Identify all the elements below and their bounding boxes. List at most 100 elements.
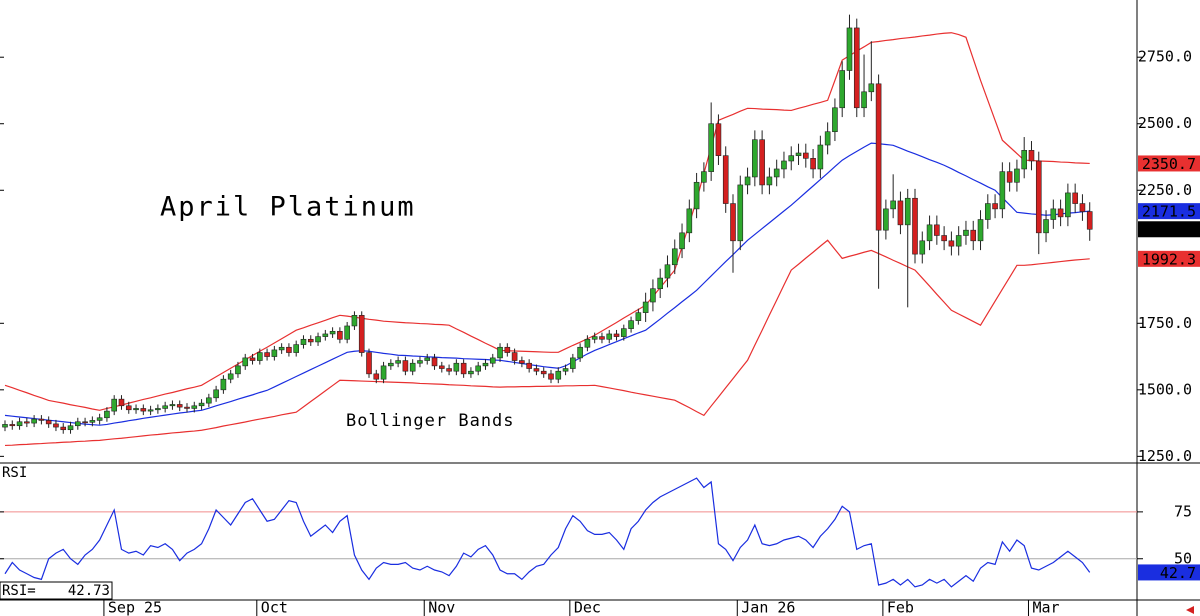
candle-body [373, 373, 380, 380]
y-tick-label: 2500.0 [1138, 114, 1192, 132]
candle-body [999, 171, 1006, 210]
candle-body [766, 176, 773, 186]
candle-body [300, 338, 307, 345]
candle-body [897, 200, 904, 226]
candle-body [344, 325, 350, 340]
candle-body [970, 229, 977, 242]
candle-body [548, 373, 554, 380]
y-tick-label: 1500.0 [1138, 380, 1192, 398]
candle-body [1035, 160, 1042, 234]
candle-body [147, 409, 154, 412]
y-tick-label: 1250.0 [1138, 447, 1192, 465]
candle-body [533, 368, 540, 372]
x-tick-label: Jan 26 [741, 599, 795, 616]
last-value-box [1138, 250, 1200, 267]
candle-body [577, 346, 583, 359]
x-tick-label: Oct [261, 599, 288, 616]
candle-body [424, 357, 431, 361]
candle-body [446, 368, 452, 372]
candle-body [883, 208, 889, 231]
candle-body [781, 160, 787, 170]
candle-body [53, 423, 59, 428]
readout-label: RSI= [2, 583, 36, 599]
candle-body [1079, 203, 1086, 212]
candle-body [730, 203, 736, 242]
candle-body [526, 362, 532, 369]
candle-body [220, 378, 227, 391]
last-value-label: 2350.7 [1142, 155, 1196, 173]
candle-body [395, 360, 401, 364]
candle-body [118, 398, 125, 407]
candle-body [1072, 192, 1078, 204]
bollinger-band [4, 32, 1090, 411]
candle-body [16, 421, 23, 427]
candle-body [417, 360, 423, 364]
candle-body [584, 338, 591, 348]
last-value-label: 2103.4 [1142, 221, 1196, 239]
candle-body [206, 397, 212, 404]
candle-body [89, 420, 96, 423]
candle-body [38, 418, 45, 421]
candle-body [256, 352, 263, 361]
candle-body [1057, 208, 1064, 218]
candle-body [846, 27, 853, 71]
candle-body [948, 240, 955, 247]
candle-body [708, 123, 714, 172]
candle-body [664, 264, 671, 279]
candle-body [817, 144, 824, 170]
last-value-label: 42.7 [1160, 564, 1196, 582]
candle-body [242, 357, 249, 367]
candle-body [635, 312, 642, 321]
candle-body [1086, 211, 1093, 230]
x-tick-label: Nov [428, 599, 455, 616]
candle-body [1021, 150, 1028, 170]
candle-body [1043, 219, 1049, 234]
candle-body [380, 365, 387, 380]
candle-body [293, 344, 300, 353]
candle-body [489, 357, 496, 364]
candle-body [606, 333, 613, 340]
last-value-label: 2171.5 [1142, 203, 1196, 221]
candle-body [511, 352, 518, 361]
candle-body [802, 152, 809, 159]
candle-body [9, 424, 16, 427]
candle-body [409, 362, 416, 372]
y-tick-label: 1750.0 [1138, 314, 1192, 332]
candle-body [2, 424, 8, 428]
last-value-box [1138, 155, 1200, 172]
candle-body [307, 338, 314, 343]
candle-body [329, 330, 336, 335]
candle-body [271, 349, 278, 357]
candle-body [744, 176, 751, 186]
candle-body [504, 346, 511, 353]
candle-body [366, 352, 372, 375]
candle-body [169, 404, 176, 407]
candle-body [824, 131, 831, 146]
last-value-box [1138, 203, 1200, 220]
candle-body [992, 203, 998, 210]
readout-value: 42.73 [68, 583, 110, 599]
candle-body [453, 362, 460, 372]
candle-body [482, 362, 489, 367]
candle-body [519, 360, 525, 364]
arrow-icon [1186, 606, 1194, 614]
candle-body [693, 181, 700, 210]
candle-body [1014, 168, 1020, 183]
last-value-box [1138, 221, 1200, 238]
candle-body [162, 405, 168, 409]
candle-body [620, 328, 627, 337]
chart-title: April Platinum [160, 192, 416, 223]
candle-body [832, 107, 838, 133]
candle-body [773, 168, 780, 178]
candle-body [60, 426, 67, 431]
candle-body [191, 405, 198, 409]
candle-body [1050, 208, 1057, 220]
y-tick-label: 2250.0 [1138, 181, 1192, 199]
candle-body [955, 235, 962, 247]
x-tick-label: Mar [1032, 599, 1059, 616]
candle-body [839, 70, 846, 109]
candle-body [45, 420, 52, 425]
candle-body [337, 330, 343, 340]
rsi-line [4, 477, 1091, 588]
